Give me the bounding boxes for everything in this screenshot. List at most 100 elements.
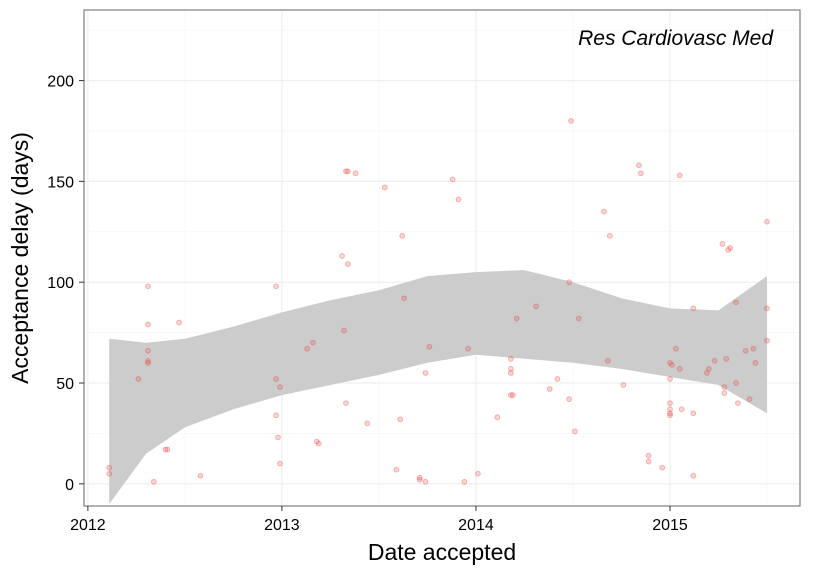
data-point <box>636 162 642 169</box>
data-point <box>667 410 673 417</box>
x-tick-label: 2012 <box>70 517 106 534</box>
x-tick-label: 2013 <box>264 517 300 534</box>
data-point <box>197 472 204 479</box>
grid-lines <box>84 10 800 506</box>
data-point <box>397 416 404 423</box>
data-point <box>145 357 151 364</box>
data-point <box>676 366 683 372</box>
data-point <box>106 464 113 471</box>
data-point <box>509 392 516 398</box>
plot-panel <box>84 10 800 506</box>
data-point <box>764 218 770 225</box>
data-point <box>704 370 710 376</box>
data-point <box>475 470 481 477</box>
data-point <box>690 472 697 479</box>
data-point <box>566 279 572 286</box>
data-point <box>151 478 157 485</box>
data-point <box>508 370 514 376</box>
data-point <box>711 357 718 364</box>
data-point <box>575 315 582 322</box>
data-point <box>461 478 468 485</box>
data-point <box>145 321 151 328</box>
data-point <box>667 359 673 366</box>
data-point <box>725 247 732 253</box>
data-point <box>277 460 283 467</box>
data-point <box>345 168 351 175</box>
y-tick-label: 200 <box>47 74 74 91</box>
data-point <box>381 184 388 191</box>
data-point <box>341 327 347 334</box>
y-tick-label: 0 <box>65 477 74 494</box>
data-point <box>572 428 578 435</box>
y-tick-label: 50 <box>56 376 74 393</box>
chart-annotation: Res Cardiovasc Med <box>578 27 774 50</box>
data-point <box>273 376 279 382</box>
data-point <box>620 382 627 388</box>
data-point <box>465 345 472 352</box>
data-point <box>135 376 142 382</box>
data-point <box>273 412 279 419</box>
data-point <box>513 315 520 322</box>
data-point <box>638 170 644 177</box>
data-point <box>645 452 652 459</box>
data-point <box>667 406 673 413</box>
data-point <box>275 434 281 441</box>
data-point <box>659 464 666 471</box>
data-point <box>145 347 151 354</box>
data-point <box>401 295 408 302</box>
data-point <box>727 245 733 251</box>
x-tick-label: 2014 <box>458 517 494 534</box>
data-point <box>508 366 514 372</box>
data-point <box>669 362 675 368</box>
data-point <box>645 458 652 465</box>
data-point <box>277 384 283 390</box>
data-point <box>416 476 423 483</box>
data-point <box>422 478 429 485</box>
y-axis-title: Acceptance delay (days) <box>7 132 33 384</box>
data-point <box>310 339 316 346</box>
data-point <box>733 299 739 306</box>
data-point <box>667 412 673 419</box>
data-point <box>145 283 151 290</box>
data-point <box>735 400 741 407</box>
data-point <box>313 438 320 445</box>
data-point <box>145 359 151 366</box>
data-point <box>667 376 673 382</box>
y-axis: 0 50 100 150 200 <box>47 74 84 494</box>
data-point <box>746 396 753 402</box>
data-point <box>723 355 730 362</box>
data-point <box>742 347 749 354</box>
data-point <box>455 196 462 203</box>
data-point <box>719 241 726 247</box>
data-point <box>606 232 613 239</box>
data-point <box>752 359 759 366</box>
data-point <box>176 319 182 326</box>
data-point <box>343 168 349 175</box>
data-point <box>315 440 322 447</box>
data-point <box>393 466 400 473</box>
data-point <box>399 232 406 239</box>
data-point <box>364 420 371 427</box>
data-point <box>568 118 574 124</box>
data-point <box>508 392 514 398</box>
data-point <box>422 370 429 376</box>
data-point <box>676 172 683 179</box>
data-point <box>721 384 728 390</box>
data-point <box>339 253 345 259</box>
data-point <box>554 376 561 382</box>
data-point <box>106 470 113 477</box>
data-point <box>449 176 456 183</box>
data-point <box>750 345 757 352</box>
data-point <box>273 283 279 290</box>
data-point <box>343 400 349 407</box>
data-point <box>733 380 739 386</box>
y-tick-label: 100 <box>47 275 74 292</box>
data-point <box>494 414 501 421</box>
data-point <box>672 345 679 352</box>
y-tick-label: 150 <box>47 174 74 191</box>
x-axis: 2012 2013 2014 2015 <box>70 506 688 534</box>
data-point <box>764 305 770 312</box>
data-point <box>764 337 770 344</box>
data-point <box>690 305 697 312</box>
